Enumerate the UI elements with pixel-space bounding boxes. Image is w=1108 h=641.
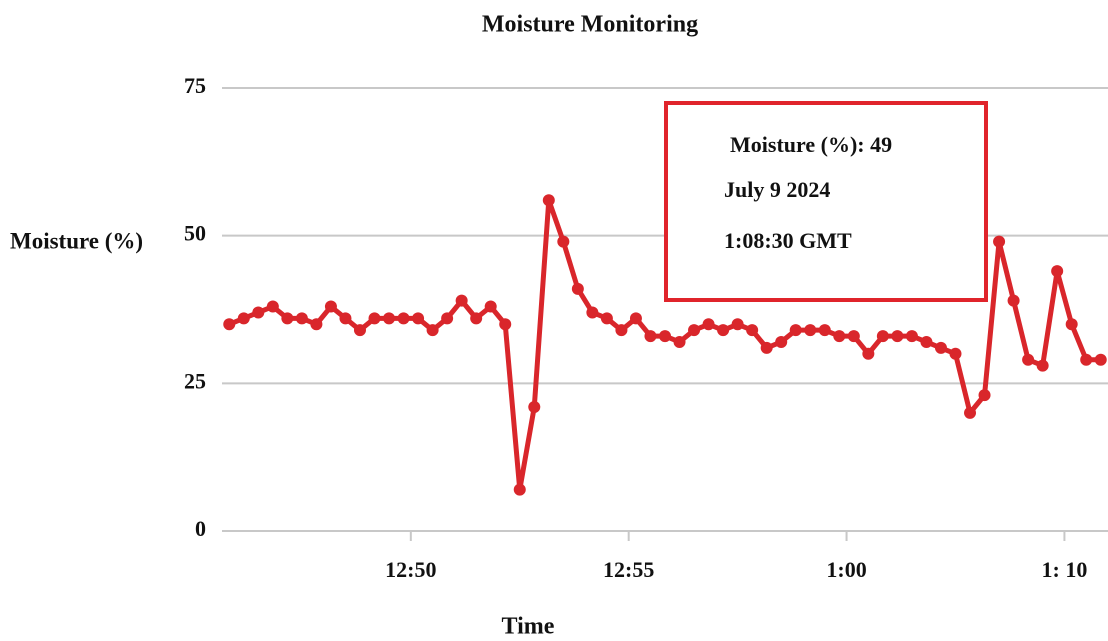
data-point: [397, 312, 410, 325]
y-axis-label: Moisture (%): [10, 228, 143, 253]
data-point: [789, 324, 802, 337]
data-point: [760, 341, 773, 354]
x-tick-label: 1:00: [826, 557, 866, 582]
data-point: [964, 406, 977, 419]
y-tick-label: 0: [195, 516, 206, 541]
x-tick-label: 12:55: [603, 557, 654, 582]
data-point: [1065, 318, 1078, 331]
data-point: [266, 300, 279, 313]
data-point: [412, 312, 425, 325]
tooltip: Moisture (%): 49 July 9 2024 1:08:30 GMT: [664, 101, 988, 302]
data-point: [673, 335, 686, 348]
y-tick-label: 75: [184, 73, 206, 98]
data-point: [818, 324, 831, 337]
data-point: [600, 312, 613, 325]
data-point: [295, 312, 308, 325]
data-point: [499, 318, 512, 331]
data-point: [891, 330, 904, 343]
data-point: [571, 282, 584, 295]
data-point: [1022, 353, 1035, 366]
data-point: [310, 318, 323, 331]
data-point: [978, 389, 991, 402]
data-point: [339, 312, 352, 325]
data-point: [426, 324, 439, 337]
data-point: [281, 312, 294, 325]
data-point: [876, 330, 889, 343]
data-point: [441, 312, 454, 325]
data-point: [746, 324, 759, 337]
data-point: [1051, 265, 1064, 278]
data-point: [615, 324, 628, 337]
data-point: [1080, 353, 1093, 366]
tooltip-text: July 9 2024: [724, 177, 830, 202]
y-tick-label: 50: [184, 221, 206, 246]
data-point: [905, 330, 918, 343]
data-point: [920, 335, 933, 348]
tooltip-box: [664, 101, 988, 302]
y-tick-label: 25: [184, 368, 206, 393]
data-point: [934, 341, 947, 354]
x-tick-label: 1: 10: [1042, 557, 1088, 582]
data-point: [717, 324, 730, 337]
data-point: [542, 194, 555, 207]
data-point: [455, 294, 468, 307]
data-point: [368, 312, 381, 325]
data-point: [804, 324, 817, 337]
data-point: [1094, 353, 1107, 366]
data-point: [644, 330, 657, 343]
data-point: [557, 235, 570, 248]
chart-title: Moisture Monitoring: [482, 12, 698, 38]
x-tick-label: 12:50: [385, 557, 436, 582]
data-point: [528, 400, 541, 413]
tooltip-text: Moisture (%): 49: [730, 132, 892, 157]
data-point: [847, 330, 860, 343]
data-point: [237, 312, 250, 325]
data-point: [223, 318, 236, 331]
data-point: [383, 312, 396, 325]
x-axis-label: Time: [502, 614, 555, 640]
data-point: [629, 312, 642, 325]
data-point: [513, 483, 526, 496]
data-point: [659, 330, 671, 343]
data-point: [353, 324, 366, 337]
data-point: [993, 235, 1006, 248]
data-point: [775, 335, 788, 348]
data-point: [833, 330, 846, 343]
data-point: [731, 318, 744, 331]
data-point: [1007, 294, 1020, 307]
data-point: [484, 300, 497, 313]
data-point: [586, 306, 599, 319]
data-point: [1036, 359, 1049, 372]
data-point: [702, 318, 715, 331]
data-point: [949, 347, 962, 360]
data-point: [324, 300, 337, 313]
data-point: [470, 312, 483, 325]
data-point: [688, 324, 701, 337]
tooltip-text: 1:08:30 GMT: [724, 228, 852, 253]
data-point: [252, 306, 265, 319]
data-point: [862, 347, 875, 360]
